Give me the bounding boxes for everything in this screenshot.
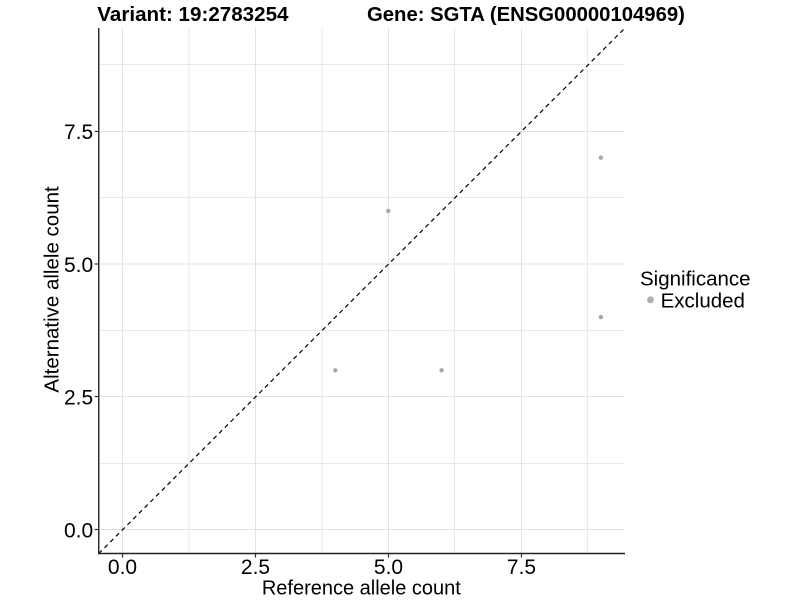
svg-text:5.0: 5.0: [374, 556, 403, 579]
svg-text:Variant: 19:2783254: Variant: 19:2783254: [97, 3, 289, 26]
svg-text:2.5: 2.5: [241, 556, 270, 579]
svg-text:Excluded: Excluded: [661, 289, 745, 312]
svg-text:Alternative allele count: Alternative allele count: [41, 186, 64, 393]
svg-text:0.0: 0.0: [64, 520, 93, 543]
svg-text:7.5: 7.5: [64, 121, 93, 144]
svg-text:2.5: 2.5: [64, 387, 93, 410]
svg-text:0.0: 0.0: [108, 556, 137, 579]
svg-text:7.5: 7.5: [507, 556, 536, 579]
svg-text:Significance: Significance: [640, 268, 751, 291]
svg-text:5.0: 5.0: [64, 254, 93, 277]
svg-text:Reference allele count: Reference allele count: [262, 577, 461, 599]
svg-text:Gene: SGTA (ENSG00000104969): Gene: SGTA (ENSG00000104969): [367, 4, 685, 26]
